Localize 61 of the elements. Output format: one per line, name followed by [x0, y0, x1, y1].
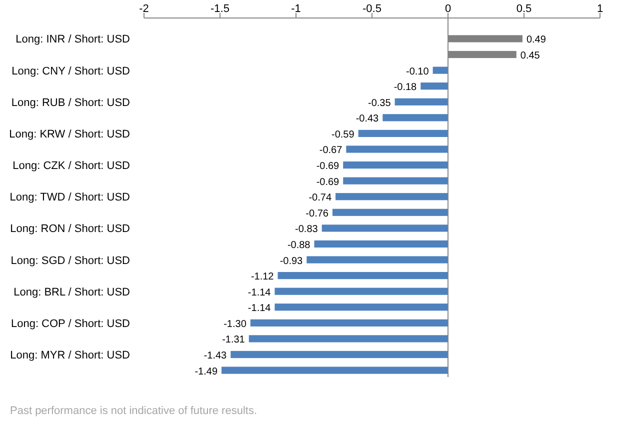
bar: [336, 193, 448, 200]
bar: [274, 304, 448, 311]
x-tick-label: 1: [596, 3, 604, 15]
bar: [358, 130, 448, 137]
y-tick-label: Long: KRW / Short: USD: [9, 128, 130, 140]
data-label: -1.12: [250, 272, 274, 283]
bar: [314, 240, 448, 248]
text: Past performance is not indicative of future results.: [10, 405, 258, 417]
x-tick-label: -1.5: [210, 3, 230, 15]
y-tick-label: Long: RON / Short: USD: [10, 223, 130, 236]
y-tick-label: Long: CNY / Short: USD: [12, 65, 130, 78]
x-tick-label: -1: [291, 3, 301, 15]
bar: [343, 177, 448, 184]
bar: [343, 161, 448, 169]
data-label: -1.14: [248, 303, 272, 314]
data-label: -0.83: [295, 224, 318, 236]
data-label: -0.88: [287, 240, 311, 251]
bar: [274, 288, 448, 295]
data-label: 0.49: [526, 34, 546, 46]
y-tick-label: Long: BRL / Short: USD: [14, 286, 130, 298]
x-tick-label: 0.5: [516, 3, 532, 15]
data-label: -0.18: [394, 82, 418, 94]
bar: [332, 208, 448, 216]
x-tick-label: 0: [444, 3, 452, 15]
y-tick-label: Long: SGD / Short: USD: [10, 254, 130, 267]
y-tick-label: Long: COP / Short: USD: [10, 318, 130, 330]
bar: [394, 98, 448, 106]
bar: [278, 272, 448, 280]
bar: [222, 366, 448, 374]
data-label: -0.76: [306, 208, 329, 220]
bar: [306, 256, 448, 264]
y-tick-label: Long: RUB / Short: USD: [11, 96, 130, 109]
bar: [346, 146, 448, 153]
y-tick-label: Long: INR / Short: USD: [16, 34, 130, 46]
data-label: -1.31: [222, 334, 246, 346]
data-label: -0.74: [308, 192, 332, 204]
y-tick-label: Long: CZK / Short: USD: [12, 160, 130, 172]
bar: [432, 66, 448, 74]
x-tick-label: -2: [139, 3, 149, 15]
data-label: -1.14: [248, 287, 272, 298]
bar: [248, 335, 448, 342]
bar: [250, 319, 448, 326]
bar: [420, 82, 448, 90]
data-label: -0.69: [316, 176, 340, 188]
data-label: -0.43: [356, 114, 380, 125]
data-label: -0.35: [368, 98, 392, 109]
data-label: -1.49: [194, 366, 218, 378]
data-label: -0.59: [332, 129, 355, 140]
data-label: -1.43: [204, 350, 228, 362]
data-label: 0.45: [520, 50, 540, 62]
bar: [382, 114, 448, 122]
data-label: -0.67: [319, 145, 343, 156]
y-tick-label: Long: TWD / Short: USD: [10, 192, 130, 204]
bar: [230, 350, 448, 358]
bar: [322, 224, 448, 232]
data-label: -0.69: [316, 161, 340, 172]
x-tick-label: -0.5: [362, 3, 382, 15]
data-label: -0.10: [406, 66, 430, 78]
data-label: -1.30: [224, 318, 247, 330]
y-tick-label: Long: MYR / Short: USD: [10, 350, 130, 362]
data-label: -0.93: [280, 256, 304, 267]
